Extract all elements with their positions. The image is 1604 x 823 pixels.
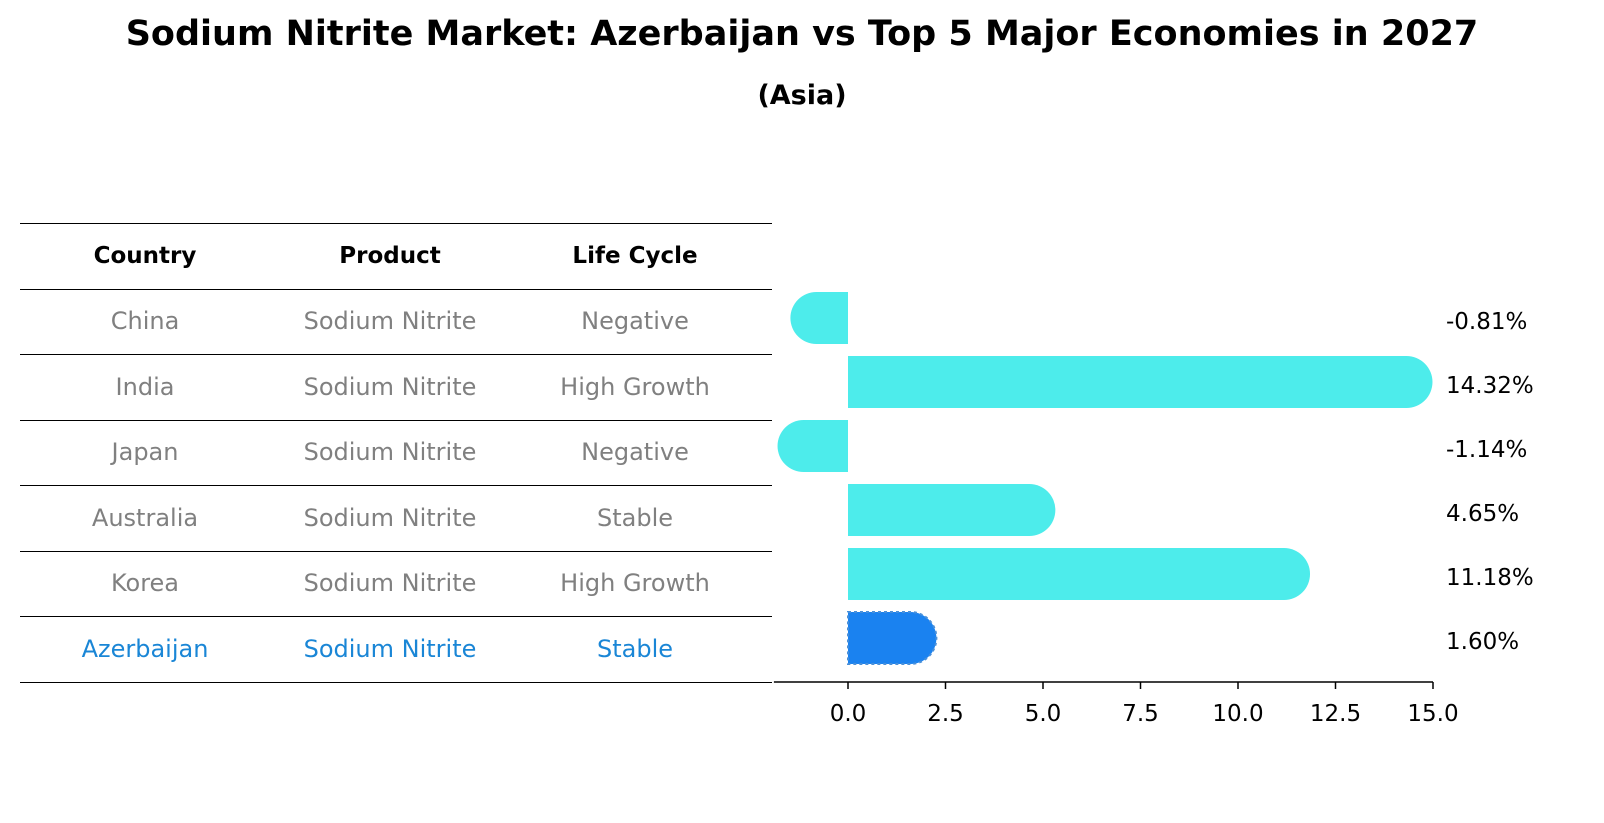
table-rule <box>20 616 772 617</box>
table-cell-country: Japan <box>111 438 179 467</box>
table-cell-life-cycle: Negative <box>581 438 689 467</box>
table-cell-product: Sodium Nitrite <box>303 372 477 401</box>
table-rule <box>20 354 772 355</box>
header-country: Country <box>93 242 197 269</box>
x-tick-label: 12.5 <box>1310 701 1361 727</box>
table-cell-country: Korea <box>110 569 180 598</box>
table-rule <box>20 681 772 683</box>
table-rule <box>20 550 772 552</box>
header-product: Product <box>339 242 441 269</box>
table-cell-country: China <box>110 307 180 336</box>
table-cell-life-cycle: Stable <box>596 634 674 663</box>
table-cell-product: Sodium Nitrite <box>303 634 477 663</box>
x-tick-label: 15.0 <box>1407 701 1458 727</box>
bar-india <box>848 356 1433 408</box>
table-cell-life-cycle: High Growth <box>560 569 710 598</box>
table-rule <box>20 485 772 486</box>
value-label: 1.60% <box>1446 629 1519 655</box>
table-cell-product: Sodium Nitrite <box>303 569 477 598</box>
x-tick-label: 0.0 <box>830 701 867 727</box>
table-cell-country: India <box>115 372 175 401</box>
bar-china <box>790 292 848 344</box>
table-cell-product: Sodium Nitrite <box>303 503 477 532</box>
value-label: -0.81% <box>1446 309 1527 335</box>
bar-japan <box>777 420 848 472</box>
chart-title: Sodium Nitrite Market: Azerbaijan vs Top… <box>125 14 1479 54</box>
value-label: 14.32% <box>1446 373 1534 399</box>
x-tick-label: 10.0 <box>1212 701 1263 727</box>
header-life-cycle: Life Cycle <box>572 242 698 269</box>
table-rule <box>20 223 772 224</box>
x-tick-label: 5.0 <box>1025 701 1062 727</box>
value-label: -1.14% <box>1446 437 1527 463</box>
table-rule <box>20 419 772 421</box>
table-cell-country: Azerbaijan <box>81 634 209 663</box>
table-cell-life-cycle: Negative <box>581 307 689 336</box>
table-cell-product: Sodium Nitrite <box>303 438 477 467</box>
x-tick-label: 2.5 <box>927 701 964 727</box>
table-cell-life-cycle: High Growth <box>560 372 710 401</box>
table-rule <box>20 288 772 290</box>
bar-australia <box>848 484 1056 536</box>
table-cell-life-cycle: Stable <box>596 503 674 532</box>
bar-korea <box>848 548 1311 600</box>
bar-highlight-outline <box>847 611 938 665</box>
table-cell-country: Australia <box>91 503 199 532</box>
table-cell-product: Sodium Nitrite <box>303 307 477 336</box>
value-label: 4.65% <box>1446 501 1519 527</box>
x-tick-label: 7.5 <box>1122 701 1159 727</box>
value-label: 11.18% <box>1446 565 1534 591</box>
chart-subtitle: (Asia) <box>757 80 847 111</box>
bar-azerbaijan <box>848 612 937 664</box>
